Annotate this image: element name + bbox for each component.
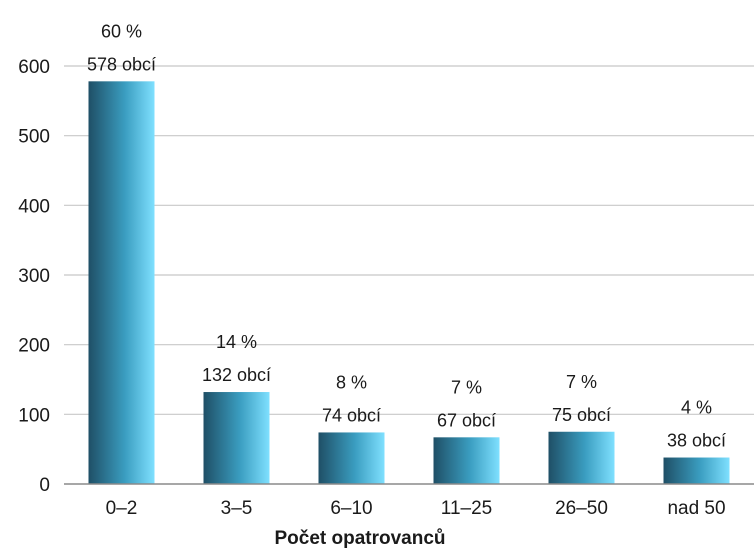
y-tick-label: 0: [39, 475, 50, 496]
bar: [88, 81, 155, 485]
y-tick-label: 300: [18, 266, 50, 287]
count-label: 75 obcí: [552, 405, 611, 425]
percent-label: 4 %: [681, 398, 712, 418]
x-tick-label: nad 50: [667, 498, 725, 519]
data-labels: 60 % 578 obcí 14 % 132 obcí 8 % 74 obcí 7 % 67 …: [87, 21, 726, 450]
bar: [433, 437, 500, 484]
percent-label: 14 %: [216, 332, 257, 352]
y-axis-ticks: 0 100 200 300 400 500 600: [18, 57, 50, 496]
percent-label: 60 %: [101, 21, 142, 41]
bars: [88, 81, 730, 485]
bar: [203, 392, 270, 484]
count-label: 74 obcí: [322, 405, 381, 425]
count-label: 132 obcí: [202, 365, 271, 385]
gridlines: [64, 65, 754, 415]
y-tick-label: 100: [18, 405, 50, 426]
bar: [663, 457, 730, 484]
bar: [318, 432, 385, 484]
x-tick-label: 26–50: [555, 498, 608, 519]
count-label: 578 obcí: [87, 54, 156, 74]
x-tick-label: 0–2: [106, 498, 138, 519]
bar: [548, 431, 615, 484]
x-tick-label: 3–5: [221, 498, 253, 519]
percent-label: 7 %: [566, 372, 597, 392]
count-label: 67 obcí: [437, 410, 496, 430]
percent-label: 7 %: [451, 377, 482, 397]
x-tick-label: 6–10: [330, 498, 372, 519]
count-label: 38 obcí: [667, 431, 726, 451]
y-tick-label: 200: [18, 336, 50, 357]
x-axis-title: Počet opatrovanců: [274, 528, 445, 549]
percent-label: 8 %: [336, 372, 367, 392]
y-tick-label: 500: [18, 127, 50, 148]
x-tick-label: 11–25: [441, 498, 492, 519]
y-tick-label: 400: [18, 196, 50, 217]
y-tick-label: 600: [18, 57, 50, 78]
x-axis-ticks: 0–2 3–5 6–10 11–25 26–50 nad 50: [106, 498, 726, 519]
